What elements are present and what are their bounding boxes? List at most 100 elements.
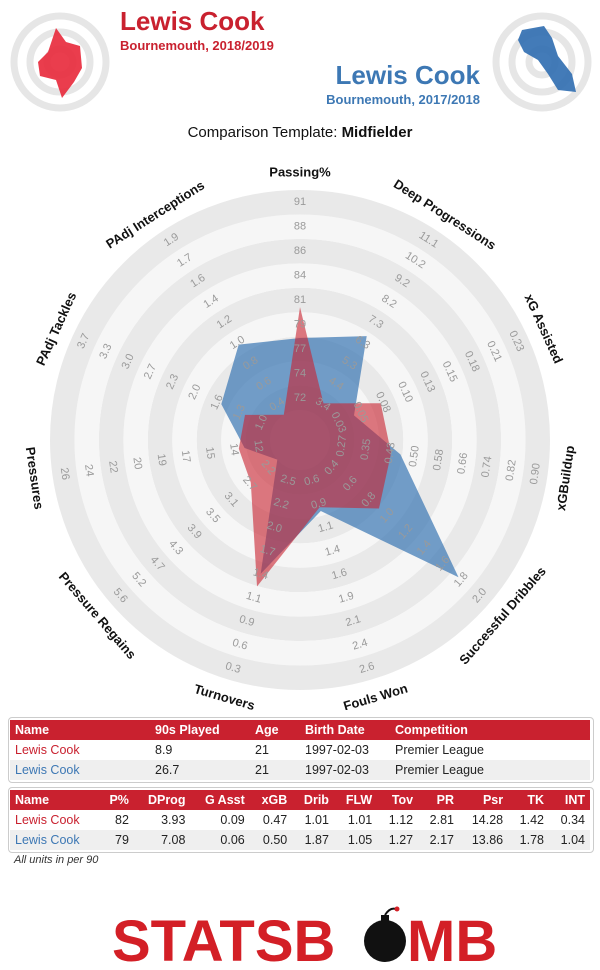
column-header: P% <box>98 790 134 810</box>
table-row: Lewis Cook 82 3.93 0.09 0.47 1.01 1.01 1.12 2.81… <box>10 810 590 830</box>
column-header: Drib <box>292 790 334 810</box>
tick-label: 2.6 <box>358 660 376 676</box>
tick-label: 0.9 <box>238 613 256 629</box>
tick-label: 0.74 <box>480 455 495 478</box>
table-cell: 8.9 <box>155 743 173 757</box>
tick-label: 1.6 <box>208 393 225 412</box>
column-header: INT <box>549 790 590 810</box>
stats-table-header: Name P% DProg G Asst xGB Drib FLW Tov PR Psr TK INT <box>10 790 590 810</box>
tick-label: 1.6 <box>330 566 348 582</box>
tick-label: 0.90 <box>528 462 543 485</box>
column-header: Name <box>10 720 150 740</box>
tick-label: 88 <box>294 221 306 233</box>
tick-label: 0.82 <box>504 459 519 482</box>
info-table-frame <box>8 717 594 783</box>
logo-text-right: MB <box>407 909 497 965</box>
table-cell: 1.42 <box>519 813 544 827</box>
table-cell: 3.93 <box>161 813 186 827</box>
table-cell: 1.27 <box>377 830 419 850</box>
tick-label: 91 <box>294 196 306 208</box>
table-row: Lewis Cook 8.9 21 1997-02-03 Premier League <box>10 740 590 760</box>
column-header: PR <box>418 790 459 810</box>
column-header: Psr <box>458 790 509 810</box>
column-header: xGB <box>249 790 293 810</box>
tick-label: 2.5 <box>279 473 297 489</box>
radar-chart: 727477798184868891Passing%3.44.45.36.37.… <box>23 165 578 711</box>
table-cell: 2.81 <box>429 813 454 827</box>
player2-name: Lewis Cook <box>335 60 480 90</box>
column-header: TK <box>508 790 549 810</box>
tick-label: 12 <box>251 439 265 453</box>
table-cell: 14.28 <box>471 813 504 827</box>
table-cell: 82 <box>115 813 129 827</box>
table-cell: 7.08 <box>133 830 191 850</box>
column-header: DProg <box>133 790 191 810</box>
player-info-table: Name 90s Played Age Birth Date Competition L… <box>10 720 590 780</box>
table-cell: 0.34 <box>560 813 585 827</box>
tick-label: 3.0 <box>120 352 137 371</box>
tick-label: 2.0 <box>265 519 283 535</box>
tick-label: 0.9 <box>310 496 328 512</box>
stats-table-frame <box>8 787 594 853</box>
table-cell: 1.04 <box>549 830 590 850</box>
tick-label: 1.3 <box>231 403 248 422</box>
column-header: FLW <box>333 790 378 810</box>
tick-label: 24 <box>82 463 96 477</box>
table-cell: 1.01 <box>347 813 373 827</box>
player-name-cell: Lewis Cook <box>15 743 80 757</box>
radar-ring <box>98 238 502 642</box>
tick-label: 2.2 <box>272 496 290 512</box>
header: Lewis Cook Bournemouth, 2018/2019 Lewis … <box>0 0 600 120</box>
tick-label: 14 <box>227 443 241 457</box>
table-cell: 26.7 <box>150 760 250 780</box>
column-header: 90s Played <box>150 720 250 740</box>
table-cell: 2.17 <box>418 830 459 850</box>
player-stats-table: Name P% DProg G Asst xGB Drib FLW Tov PR Psr TK INT… <box>10 790 590 850</box>
axis-label: Fouls Won <box>342 681 410 710</box>
tick-label: 2.4 <box>351 637 369 653</box>
tick-label: 74 <box>294 367 306 379</box>
player-name-cell: Lewis Cook <box>15 813 80 827</box>
table-row: Lewis Cook 79 7.08 0.06 0.50 1.87 1.05 1.27 2.17… <box>10 830 590 850</box>
player-name-cell: Lewis Cook <box>10 830 99 850</box>
table-cell: 21 <box>250 760 300 780</box>
bomb-icon <box>364 906 406 962</box>
tick-label: 79 <box>294 318 306 330</box>
tick-label: 1.1 <box>317 519 335 535</box>
tick-label: 0.43 <box>383 442 398 465</box>
tick-label: 1.0 <box>253 413 270 432</box>
tick-label: 84 <box>294 270 306 282</box>
tick-label: 2.1 <box>344 613 362 629</box>
tick-label: 77 <box>294 343 306 355</box>
table-cell: 1.12 <box>388 813 414 827</box>
tick-label: 0.58 <box>431 448 446 471</box>
tick-label: 1.1 <box>245 590 263 606</box>
table-cell: 0.06 <box>190 830 250 850</box>
tick-label: 0.50 <box>407 445 422 468</box>
table-cell: 1.87 <box>292 830 334 850</box>
logo-text-left: STATSB <box>112 909 335 965</box>
player1-territory-icon <box>10 12 110 112</box>
tick-label: 72 <box>294 392 306 404</box>
axis-label: Turnovers <box>192 681 256 710</box>
template-line: Comparison Template: Midfielder <box>0 124 600 141</box>
player2-subtitle: Bournemouth, 2017/2018 <box>326 92 480 107</box>
template-prefix: Comparison Template: <box>187 124 338 141</box>
tick-label: 19 <box>155 453 169 467</box>
tick-label: 1.4 <box>252 566 270 582</box>
tick-label: 20 <box>130 456 144 470</box>
tick-label: 0.66 <box>455 452 470 475</box>
tick-label: 0.27 <box>334 435 349 458</box>
tick-label: 0.6 <box>303 473 321 489</box>
table-cell: 0.47 <box>262 813 288 827</box>
column-header: Age <box>250 720 300 740</box>
tick-label: 81 <box>294 294 306 306</box>
tick-label: 22 <box>106 460 120 474</box>
statsbomb-logo: STATSB MB <box>112 906 497 965</box>
table-cell: 13.86 <box>458 830 509 850</box>
table-cell: 1.05 <box>333 830 378 850</box>
axis-label: xGBuildup <box>553 444 577 511</box>
info-table-header: Name 90s Played Age Birth Date Competition <box>10 720 590 740</box>
table-cell: Premier League <box>390 760 590 780</box>
column-header: G Asst <box>190 790 250 810</box>
